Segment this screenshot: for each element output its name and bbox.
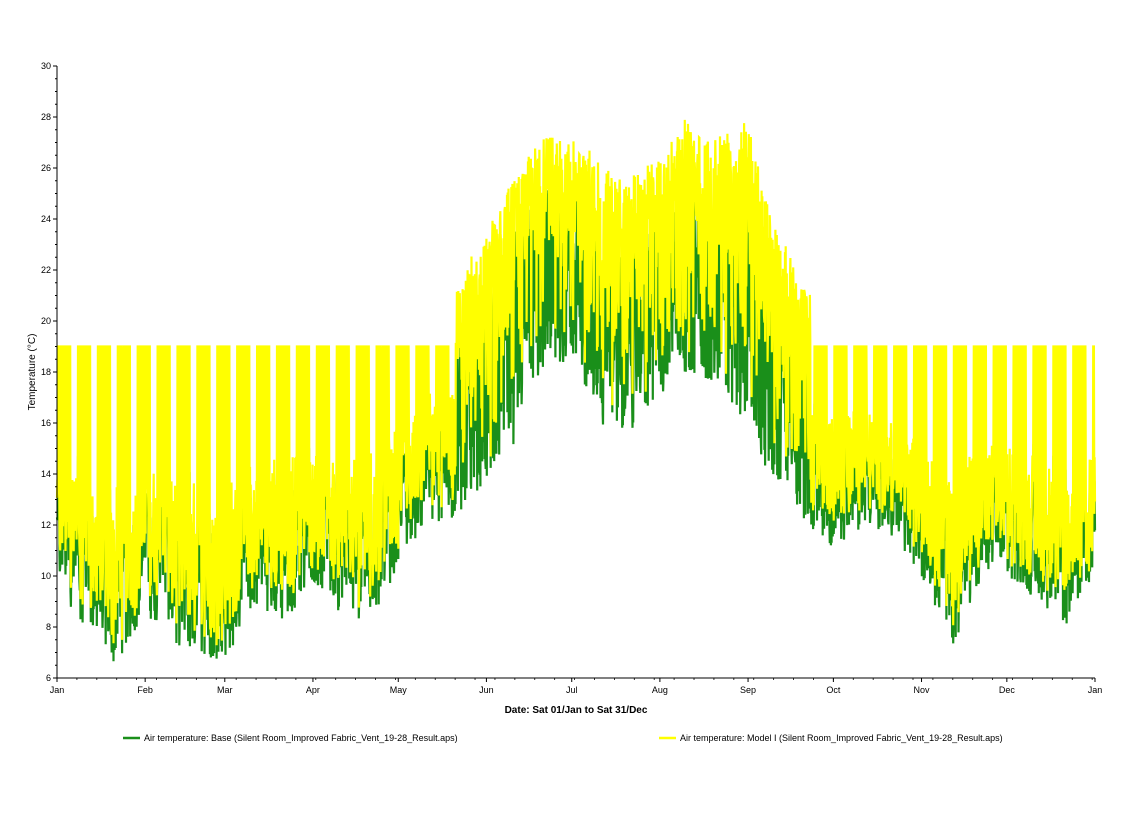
x-tick-label: Mar (217, 685, 233, 695)
x-tick-label: Jan (1088, 685, 1103, 695)
y-tick-label: 12 (41, 520, 51, 530)
y-tick-label: 24 (41, 214, 51, 224)
x-tick-label: Jul (566, 685, 578, 695)
x-tick-label: Nov (914, 685, 931, 695)
y-tick-label: 18 (41, 367, 51, 377)
y-tick-label: 6 (46, 673, 51, 683)
x-tick-label: Jan (50, 685, 65, 695)
y-axis-title: Temperature (°C) (27, 334, 38, 411)
x-tick-label: Oct (826, 685, 841, 695)
axes: 6 8 10 12 14 16 18 20 22 24 26 28 30 Jan Feb Mar Apr May J… (41, 61, 1102, 695)
x-tick-label: Aug (652, 685, 668, 695)
series-model-line (55, 119, 1097, 646)
x-tick-label: May (390, 685, 408, 695)
y-tick-label: 10 (41, 571, 51, 581)
legend-label-model: Air temperature: Model I (Silent Room_Im… (680, 733, 1003, 743)
x-tick-label: Jun (479, 685, 494, 695)
y-tick-label: 16 (41, 418, 51, 428)
y-tick-label: 20 (41, 316, 51, 326)
y-tick-label: 28 (41, 112, 51, 122)
legend-label-base: Air temperature: Base (Silent Room_Impro… (144, 733, 458, 743)
y-tick-label: 30 (41, 61, 51, 71)
y-tick-label: 8 (46, 622, 51, 632)
legend: Air temperature: Base (Silent Room_Impro… (123, 733, 1003, 743)
y-tick-label: 14 (41, 469, 51, 479)
x-tick-label: Apr (306, 685, 320, 695)
x-axis-title: Date: Sat 01/Jan to Sat 31/Dec (505, 705, 648, 716)
x-tick-label: Feb (137, 685, 153, 695)
series-model-path (55, 119, 1097, 646)
x-tick-label: Sep (740, 685, 756, 695)
x-tick-label: Dec (999, 685, 1016, 695)
y-tick-label: 22 (41, 265, 51, 275)
y-tick-label: 26 (41, 163, 51, 173)
